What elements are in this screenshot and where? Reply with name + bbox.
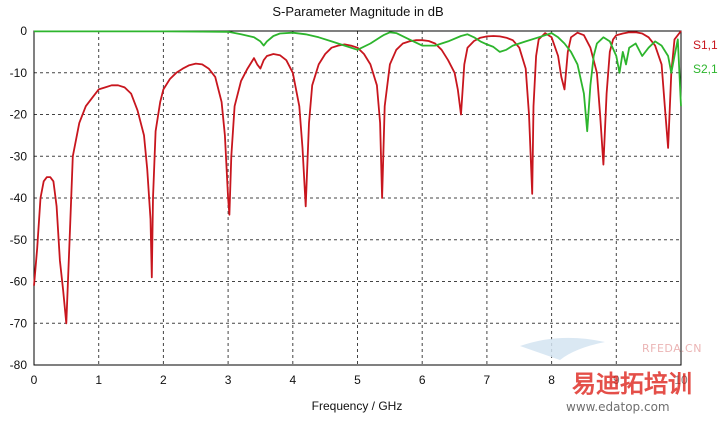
x-tick-label-9: 9 [613, 373, 620, 387]
grid-lines [34, 31, 681, 365]
x-axis-label: Frequency / GHz [312, 399, 403, 413]
watermark: RFEDA.CN 易迪拓培训 www.edatop.com [520, 337, 723, 414]
x-tick-label-5: 5 [354, 373, 361, 387]
watermark-swoosh [520, 337, 605, 360]
x-tick-labels: 0 1 2 3 4 5 6 7 8 9 10 [31, 373, 688, 387]
series-line-s21 [34, 30, 682, 133]
y-tick-labels: 0 -10 -20 -30 -40 -50 -60 -70 -80 [10, 24, 28, 372]
y-tick-label-6: -60 [10, 275, 28, 289]
x-tick-label-3: 3 [225, 373, 232, 387]
legend-s11: S1,1 [693, 38, 718, 52]
series-lines [33, 30, 682, 325]
x-tick-label-10: 10 [674, 373, 688, 387]
plot-frame [33, 30, 682, 366]
x-tick-label-0: 0 [31, 373, 38, 387]
y-tick-label-1: -10 [10, 66, 28, 80]
x-tick-label-1: 1 [95, 373, 102, 387]
y-tick-label-3: -30 [10, 149, 28, 163]
y-tick-label-2: -20 [10, 108, 28, 122]
x-tick-label-6: 6 [419, 373, 426, 387]
y-tick-label-0: 0 [20, 24, 27, 38]
watermark-brand: RFEDA.CN [642, 342, 702, 355]
y-tick-label-5: -50 [10, 233, 28, 247]
legend-s21: S2,1 [693, 62, 718, 76]
x-tick-label-8: 8 [548, 373, 555, 387]
watermark-backdrop [567, 367, 723, 397]
series-line-s11 [33, 30, 682, 325]
y-tick-label-8: -80 [10, 358, 28, 372]
x-tick-label-4: 4 [289, 373, 296, 387]
chart-title: S-Parameter Magnitude in dB [272, 4, 443, 19]
watermark-cn-text: 易迪拓培训 [572, 370, 692, 398]
y-tick-label-7: -70 [10, 316, 28, 330]
x-tick-label-2: 2 [160, 373, 167, 387]
watermark-url: www.edatop.com [566, 400, 670, 414]
x-tick-label-7: 7 [484, 373, 491, 387]
y-tick-label-4: -40 [10, 191, 28, 205]
legend: S1,1 S2,1 [693, 38, 718, 76]
